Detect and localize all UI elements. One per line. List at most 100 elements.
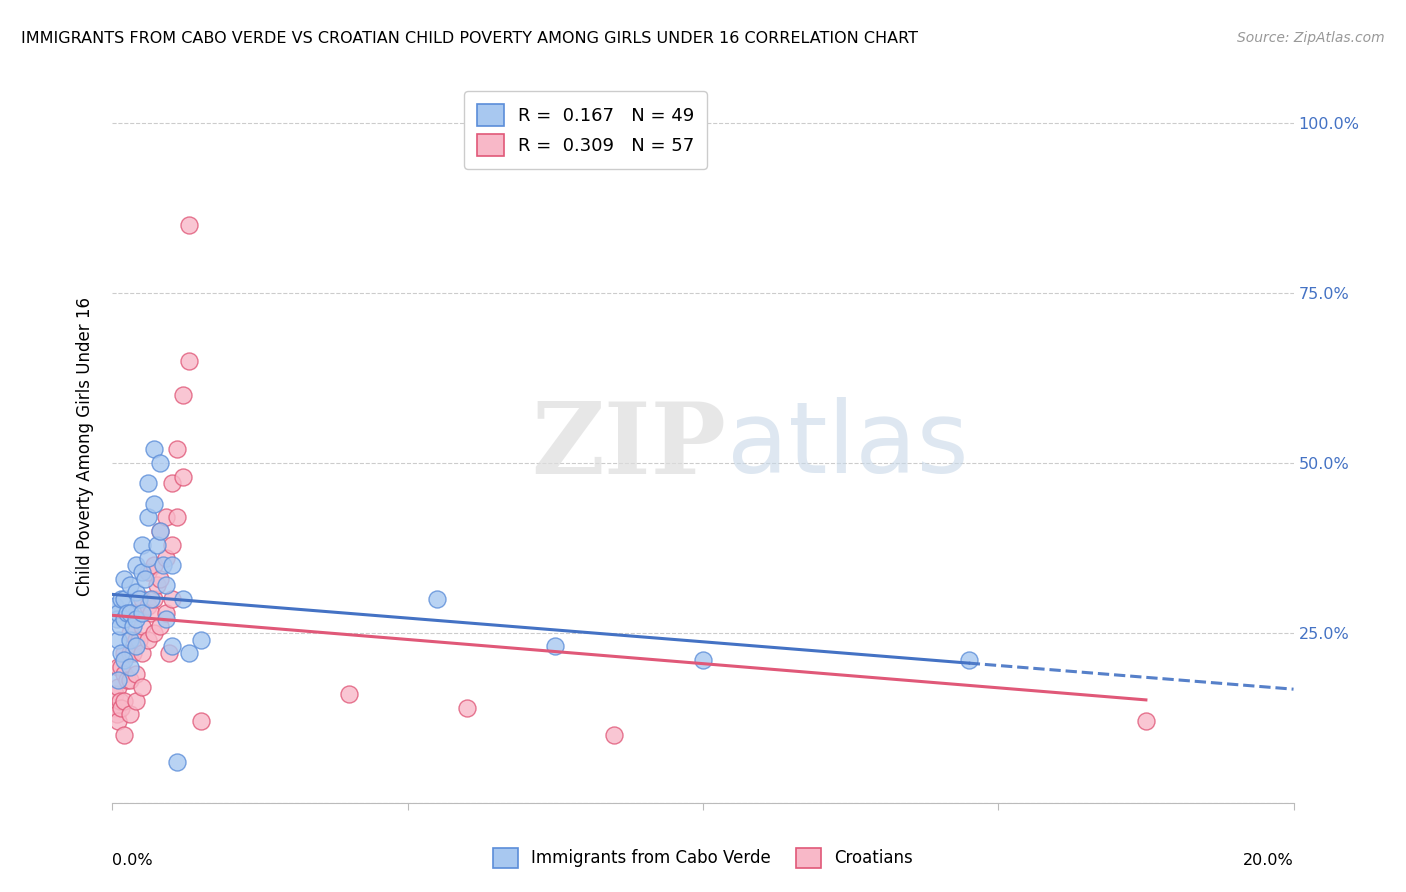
Text: IMMIGRANTS FROM CABO VERDE VS CROATIAN CHILD POVERTY AMONG GIRLS UNDER 16 CORREL: IMMIGRANTS FROM CABO VERDE VS CROATIAN C… [21,31,918,46]
Point [179,354,201,368]
Point [131,619,153,633]
Point [155,551,177,566]
Point [131,646,153,660]
Point [122,646,145,660]
Point [107,632,129,647]
Point [110,646,132,660]
Point [112,653,135,667]
Point [107,660,129,674]
Point [131,680,153,694]
Point [117,673,138,688]
Point [190,632,212,647]
Point [131,606,153,620]
Point [107,606,129,620]
Point [456,700,478,714]
Point [155,606,177,620]
Point [149,456,172,470]
Point [160,591,183,606]
Point [128,632,150,647]
Point [108,619,131,633]
Text: atlas: atlas [727,398,969,494]
Point [166,510,188,524]
Point [112,612,135,626]
Text: 20.0%: 20.0% [1243,853,1294,868]
Point [112,591,135,606]
Text: 0.0%: 0.0% [112,853,153,868]
Point [142,558,165,572]
Point [146,578,169,592]
Text: Source: ZipAtlas.com: Source: ZipAtlas.com [1237,31,1385,45]
Point [160,537,183,551]
Point [149,524,172,538]
Point [155,578,177,592]
Point [108,694,131,708]
Point [142,591,165,606]
Point [120,673,142,688]
Point [120,646,142,660]
Point [146,537,169,551]
Point [692,653,714,667]
Point [125,666,148,681]
Point [136,599,159,613]
Point [136,476,159,491]
Point [120,606,142,620]
Point [125,558,148,572]
Point [120,578,142,592]
Point [110,591,132,606]
Text: ZIP: ZIP [531,398,727,494]
Point [160,558,183,572]
Point [104,687,127,701]
Point [190,714,212,729]
Point [128,591,150,606]
Point [136,565,159,579]
Point [603,728,626,742]
Point [125,632,148,647]
Point [103,700,125,714]
Point [105,612,128,626]
Point [139,606,162,620]
Point [544,640,567,654]
Point [142,442,165,457]
Point [142,626,165,640]
Point [104,599,127,613]
Point [131,591,153,606]
Point [172,469,194,483]
Point [172,591,194,606]
Point [1135,714,1157,729]
Point [122,619,145,633]
Point [157,646,180,660]
Point [125,585,148,599]
Point [152,558,174,572]
Point [107,680,129,694]
Point [131,537,153,551]
Point [120,660,142,674]
Legend: R =  0.167   N = 49, R =  0.309   N = 57: R = 0.167 N = 49, R = 0.309 N = 57 [464,91,707,169]
Point [112,646,135,660]
Point [112,694,135,708]
Point [136,510,159,524]
Point [149,524,172,538]
Point [120,626,142,640]
Point [957,653,980,667]
Point [139,591,162,606]
Point [136,551,159,566]
Point [110,660,132,674]
Point [149,619,172,633]
Point [166,442,188,457]
Point [426,591,449,606]
Point [172,388,194,402]
Point [110,700,132,714]
Point [155,510,177,524]
Point [125,606,148,620]
Point [160,476,183,491]
Point [120,632,142,647]
Point [142,497,165,511]
Point [337,687,360,701]
Point [149,572,172,586]
Point [131,565,153,579]
Point [125,612,148,626]
Y-axis label: Child Poverty Among Girls Under 16: Child Poverty Among Girls Under 16 [76,296,94,596]
Point [107,673,129,688]
Point [117,606,138,620]
Point [112,572,135,586]
